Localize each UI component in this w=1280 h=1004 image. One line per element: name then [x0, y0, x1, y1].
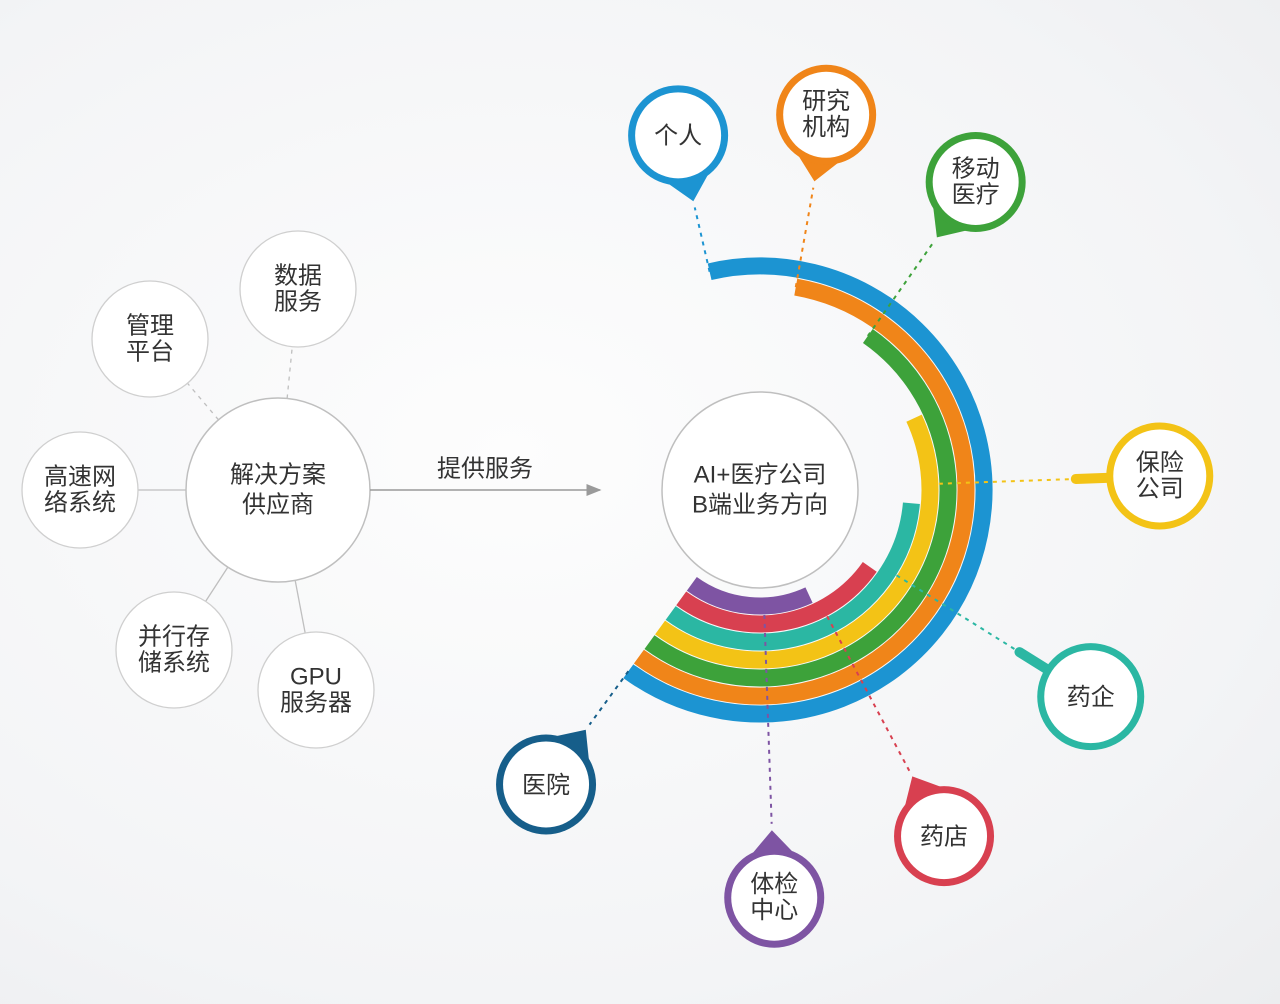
center-label-2: B端业务方向 — [692, 491, 828, 518]
sat-label: 服务 — [274, 288, 322, 315]
pin-label: 机构 — [802, 114, 850, 141]
ai-medical-center — [662, 392, 858, 588]
hub-label-1: 解决方案 — [230, 461, 326, 488]
pin-individual: 个人 — [628, 85, 728, 201]
hub-connector-data-service — [287, 347, 292, 399]
pin-label: 药店 — [920, 823, 968, 850]
pin-label: 药企 — [1067, 684, 1115, 711]
arrow-label: 提供服务 — [437, 455, 533, 482]
sat-label: 储系统 — [138, 649, 210, 676]
solution-provider-hub — [186, 398, 370, 582]
service-arrow: 提供服务 — [370, 455, 600, 490]
pin-label: 中心 — [750, 897, 798, 924]
satellite-parallel-store: 并行存储系统 — [116, 592, 232, 708]
hub-connector-gpu-server — [295, 580, 305, 633]
pin-connector-hospital — [590, 671, 629, 724]
hub-connector-parallel-store — [206, 567, 228, 601]
right-center: AI+医疗公司 B端业务方向 — [662, 392, 858, 588]
sat-label: 高速网 — [44, 463, 116, 490]
sat-label: 数据 — [274, 262, 322, 289]
pin-mobile-med: 移动医疗 — [926, 132, 1026, 237]
satellite-data-service: 数据服务 — [240, 231, 356, 347]
sat-label: 并行存 — [138, 623, 210, 650]
pin-label: 公司 — [1136, 475, 1184, 502]
pin-label: 体检 — [750, 871, 798, 898]
pin-hospital: 医院 — [496, 730, 596, 835]
hub-label-2: 供应商 — [242, 491, 314, 518]
pin-label: 保险 — [1136, 449, 1184, 476]
pin-label: 个人 — [654, 123, 702, 150]
pin-label: 医院 — [522, 772, 570, 799]
diagram-canvas: 数据服务管理平台高速网络系统并行存储系统GPU服务器 解决方案供应商 提供服务 … — [0, 0, 1280, 1004]
satellite-highspeed-net: 高速网络系统 — [22, 432, 138, 548]
pin-label: 研究 — [802, 88, 850, 115]
pin-label: 移动 — [952, 155, 1000, 182]
sat-label: GPU — [290, 663, 342, 690]
sat-label: 平台 — [126, 338, 174, 365]
sat-label: 管理 — [126, 312, 174, 339]
pin-label: 医疗 — [952, 181, 1000, 208]
satellite-mgmt-platform: 管理平台 — [92, 281, 208, 397]
pin-pharmacy: 药店 — [894, 776, 994, 886]
hub-connector-mgmt-platform — [188, 383, 219, 420]
sat-label: 服务器 — [280, 689, 352, 716]
center-label-1: AI+医疗公司 — [694, 461, 827, 488]
satellite-gpu-server: GPU服务器 — [258, 632, 374, 748]
pin-insurance: 保险公司 — [1076, 426, 1210, 526]
left-hub: 解决方案供应商 — [186, 398, 370, 582]
pin-checkup: 体检中心 — [724, 830, 824, 948]
sat-label: 络系统 — [44, 489, 116, 516]
pin-research: 研究机构 — [776, 65, 876, 182]
pin-connector-individual — [695, 207, 710, 271]
pin-pharma: 药企 — [1020, 647, 1141, 747]
